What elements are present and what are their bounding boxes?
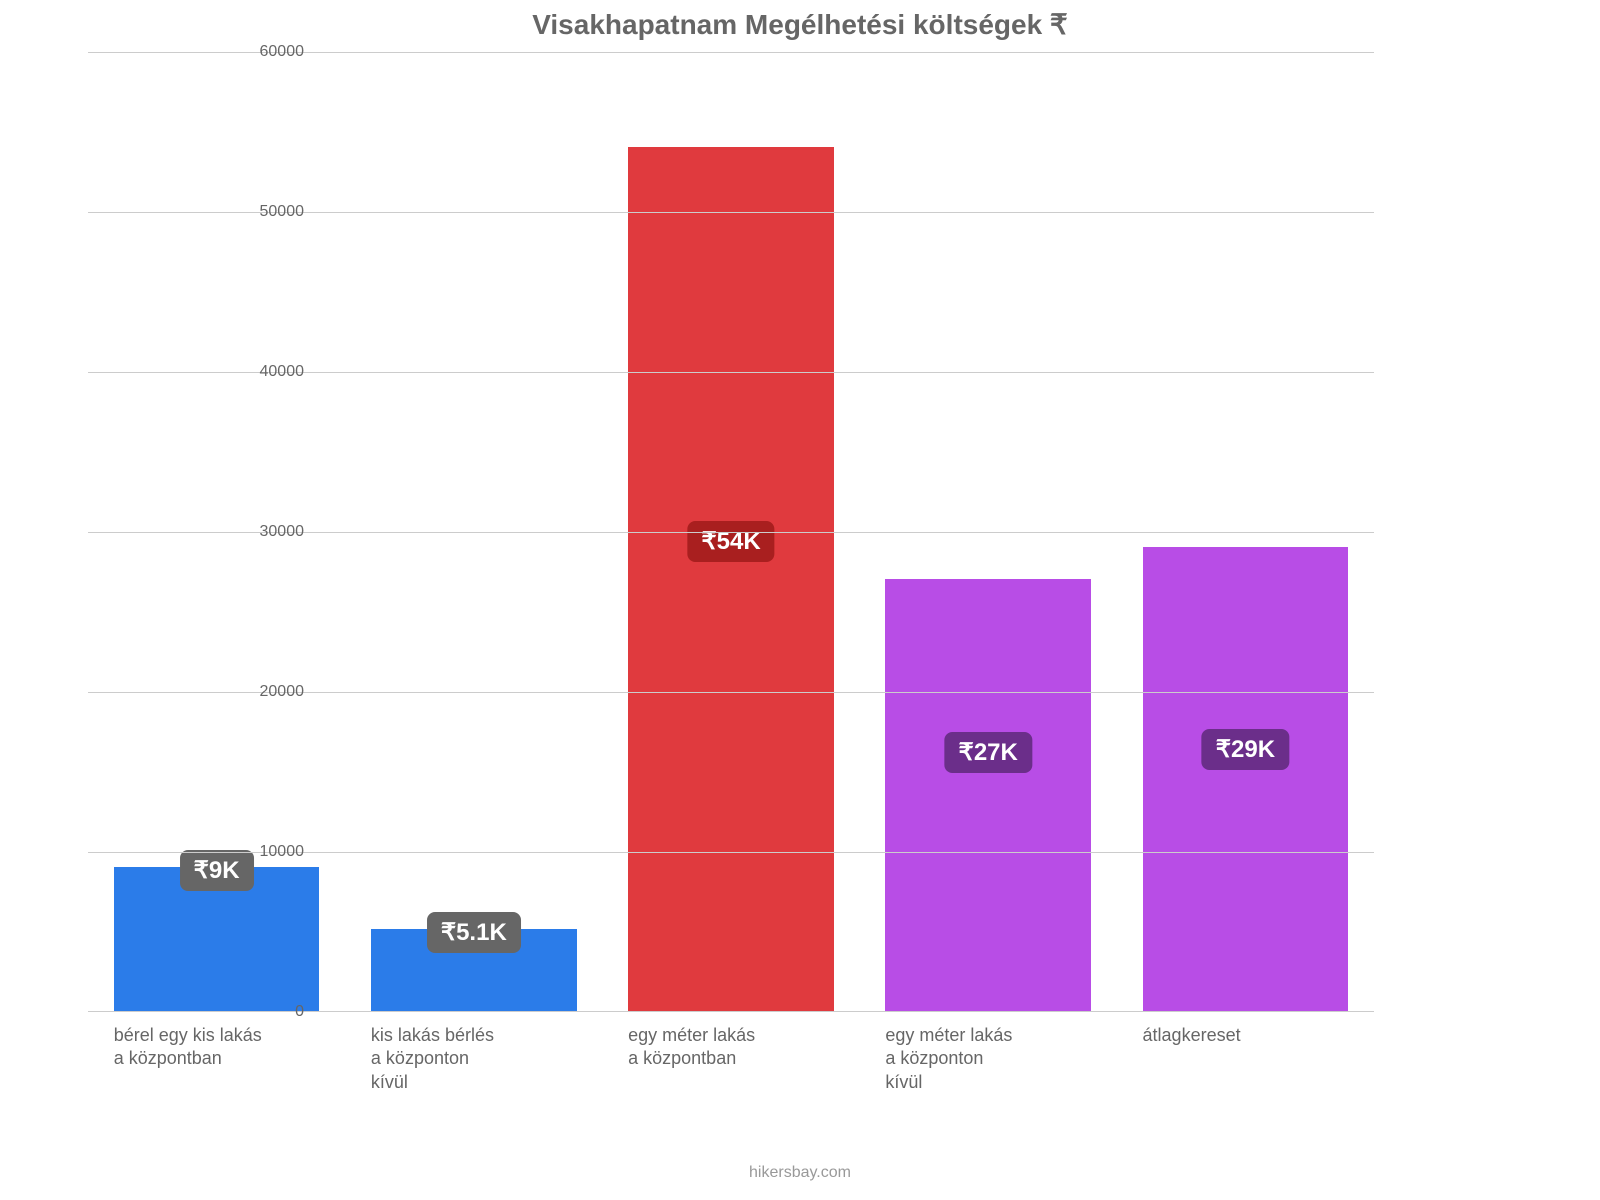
y-tick-label: 0 — [226, 1003, 304, 1021]
x-axis-label: egy méter lakása központonkívül — [860, 1024, 1117, 1094]
chart-footer: hikersbay.com — [0, 1164, 1600, 1182]
bar — [885, 579, 1091, 1011]
x-axis-label-line: egy méter lakás — [885, 1024, 1108, 1047]
x-axis-label-line: bérel egy kis lakás — [114, 1024, 337, 1047]
x-axis-label: egy méter lakása központban — [602, 1024, 859, 1094]
x-axis-label-line: egy méter lakás — [628, 1024, 851, 1047]
value-badge: ₹5.1K — [427, 912, 521, 953]
x-axis-label: bérel egy kis lakása központban — [88, 1024, 345, 1094]
y-tick-label: 40000 — [226, 363, 304, 381]
bar — [1143, 547, 1349, 1011]
bar — [628, 147, 834, 1011]
cost-of-living-chart: Visakhapatnam Megélhetési költségek ₹ ₹9… — [0, 0, 1600, 1200]
x-axis-label-line: kívül — [371, 1071, 594, 1094]
y-tick-label: 50000 — [226, 203, 304, 221]
value-badge: ₹29K — [1202, 729, 1289, 770]
x-axis-label-line: a központban — [628, 1047, 851, 1070]
value-badge: ₹27K — [945, 732, 1032, 773]
y-tick-label: 20000 — [226, 683, 304, 701]
x-axis-label-line: átlagkereset — [1143, 1024, 1366, 1047]
x-axis-label-line: kívül — [885, 1071, 1108, 1094]
x-axis-label: átlagkereset — [1117, 1024, 1374, 1094]
y-tick-label: 10000 — [226, 843, 304, 861]
x-axis-label-line: a központon — [371, 1047, 594, 1070]
x-axis-label-line: kis lakás bérlés — [371, 1024, 594, 1047]
x-axis-labels: bérel egy kis lakása központbankis lakás… — [88, 1024, 1374, 1094]
chart-title: Visakhapatnam Megélhetési költségek ₹ — [0, 8, 1600, 41]
x-axis-label-line: a központon — [885, 1047, 1108, 1070]
y-tick-label: 30000 — [226, 523, 304, 541]
x-axis-label: kis lakás bérlésa központonkívül — [345, 1024, 602, 1094]
y-tick-label: 60000 — [226, 43, 304, 61]
value-badge: ₹54K — [687, 521, 774, 562]
x-axis-label-line: a központban — [114, 1047, 337, 1070]
